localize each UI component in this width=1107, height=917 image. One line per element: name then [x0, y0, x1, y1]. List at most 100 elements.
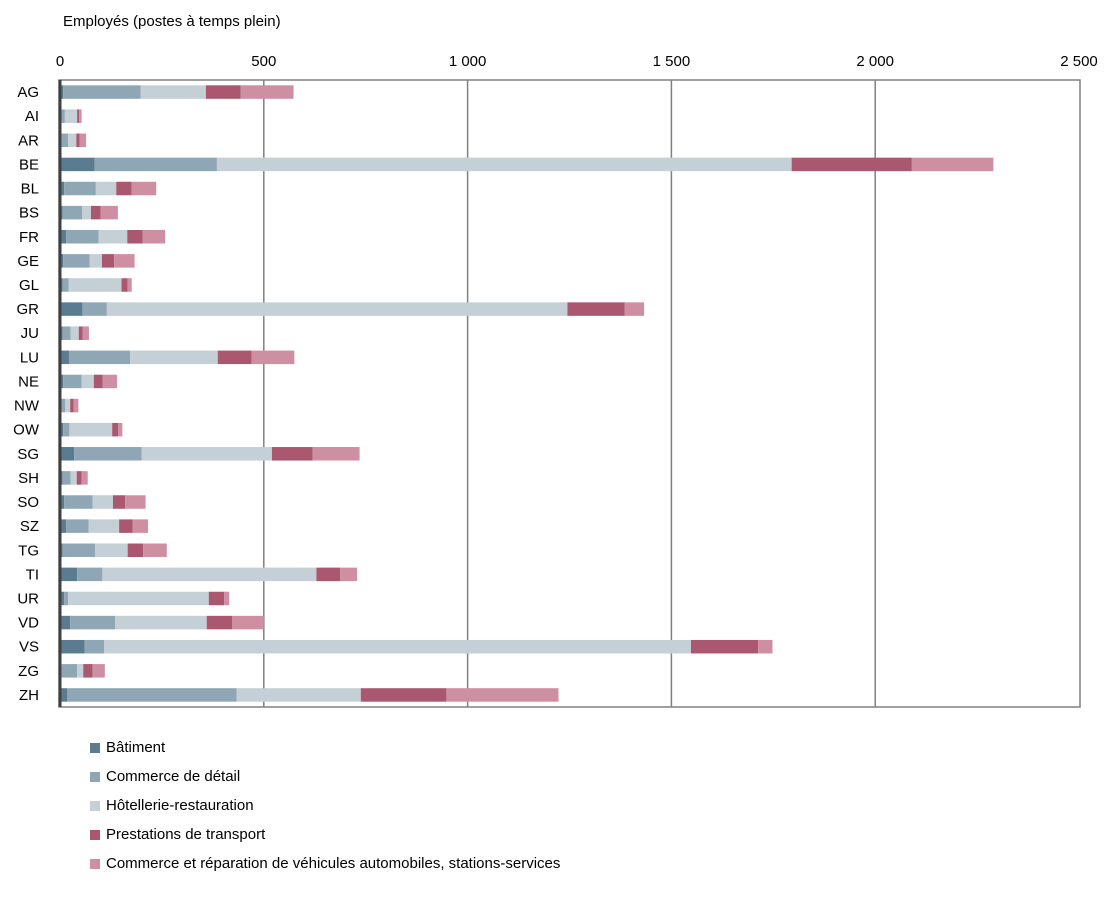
- bar-segment-be-series-3: [216, 157, 792, 172]
- legend-label: Bâtiment: [106, 739, 166, 756]
- category-label: BE: [19, 156, 39, 173]
- bar-segment-be-series-2: [94, 157, 217, 172]
- legend-swatch: [90, 772, 100, 782]
- bar-segment-gr-series-5: [624, 302, 645, 316]
- bar-segment-vd-series-2: [70, 615, 116, 630]
- bar-segment-bs-series-4: [90, 205, 101, 220]
- bar-segment-sh-series-4: [76, 471, 82, 485]
- category-label: OW: [13, 422, 40, 439]
- bar-segment-zh-series-5: [446, 688, 559, 702]
- bar-segment-sg-series-2: [74, 447, 142, 461]
- category-label: UR: [17, 590, 39, 607]
- bar-segment-ju-series-4: [78, 326, 83, 340]
- bar-segment-ow-series-3: [69, 422, 113, 437]
- category-label: FR: [19, 229, 39, 246]
- bar-segment-ge-series-2: [63, 254, 90, 268]
- legend-swatch: [90, 743, 100, 753]
- bar-segment-bl-series-3: [95, 181, 117, 196]
- bar-segment-nw-series-5: [73, 398, 79, 413]
- bars: [60, 85, 994, 702]
- bar-segment-ai-series-2: [61, 109, 65, 123]
- bar-segment-gr-series-2: [82, 302, 107, 316]
- bar-segment-ne-series-1: [60, 374, 64, 389]
- bar-segment-ow-series-5: [118, 422, 123, 437]
- bar-segment-fr-series-1: [60, 229, 67, 244]
- bar-segment-ne-series-5: [102, 374, 118, 389]
- bar-segment-tg-series-3: [95, 543, 128, 558]
- category-label: GE: [17, 253, 39, 270]
- bar-segment-fr-series-3: [98, 229, 128, 244]
- bar-segment-sg-series-5: [312, 447, 360, 461]
- bar-segment-ar-series-5: [79, 133, 87, 148]
- bar-segment-gr-series-1: [60, 302, 83, 316]
- bar-segment-ti-series-2: [77, 567, 103, 582]
- bar-segment-ju-series-2: [62, 326, 71, 340]
- bar-segment-sz-series-3: [88, 519, 120, 533]
- bar-segment-tg-series-5: [143, 543, 167, 558]
- x-tick-label: 2 000: [856, 53, 894, 70]
- bar-segment-lu-series-4: [217, 350, 252, 365]
- bar-segment-vd-series-1: [60, 615, 71, 630]
- bar-segment-gl-series-4: [121, 278, 128, 292]
- bar-segment-be-series-5: [911, 157, 994, 172]
- category-label: TG: [18, 542, 39, 559]
- bar-segment-sh-series-3: [70, 471, 77, 485]
- bar-segment-ai-series-3: [64, 109, 78, 123]
- x-tick-label: 0: [56, 53, 64, 70]
- bar-segment-bs-series-2: [62, 205, 83, 220]
- bar-segment-ur-series-3: [68, 591, 209, 606]
- bar-segment-zg-series-2: [61, 664, 78, 678]
- bar-segment-ag-series-1: [60, 85, 64, 99]
- category-label: LU: [20, 349, 39, 366]
- bar-segment-sg-series-4: [271, 447, 313, 461]
- bar-segment-ti-series-1: [60, 567, 78, 582]
- bar-segment-lu-series-1: [60, 350, 69, 365]
- bar-segment-ge-series-5: [114, 254, 135, 268]
- bar-segment-lu-series-5: [251, 350, 295, 365]
- bar-segment-ar-series-2: [61, 133, 69, 148]
- bar-segment-so-series-3: [92, 495, 113, 509]
- bar-segment-sh-series-5: [81, 471, 88, 485]
- bar-segment-ge-series-3: [89, 254, 102, 268]
- x-tick-label: 1 000: [449, 53, 487, 70]
- bar-segment-fr-series-2: [66, 229, 99, 244]
- bar-segment-zh-series-1: [60, 688, 68, 702]
- bar-segment-ar-series-4: [76, 133, 80, 148]
- bar-segment-ur-series-2: [64, 591, 69, 606]
- category-label: AG: [17, 84, 39, 101]
- bar-segment-ai-series-5: [79, 109, 82, 123]
- category-label: TI: [26, 566, 39, 583]
- bar-segment-vs-series-2: [84, 639, 105, 654]
- bar-segment-be-series-4: [791, 157, 912, 172]
- bar-segment-bl-series-5: [131, 181, 157, 196]
- bar-segment-gl-series-2: [62, 278, 69, 292]
- bar-segment-sh-series-2: [62, 471, 71, 485]
- category-label: AI: [25, 108, 39, 125]
- bar-segment-ne-series-3: [81, 374, 94, 389]
- bar-segment-ag-series-5: [240, 85, 294, 99]
- bar-segment-sg-series-3: [141, 447, 272, 461]
- bar-segment-so-series-5: [125, 495, 146, 509]
- category-label: GR: [17, 301, 40, 318]
- bar-segment-bs-series-5: [100, 205, 118, 220]
- bar-segment-ge-series-1: [60, 254, 64, 268]
- bar-segment-ow-series-1: [60, 422, 64, 437]
- bar-segment-nw-series-3: [65, 398, 71, 413]
- bar-segment-bl-series-4: [116, 181, 132, 196]
- category-label: NE: [18, 373, 39, 390]
- plot-frame: [58, 79, 1081, 708]
- category-label: VD: [18, 615, 39, 632]
- bar-segment-vs-series-3: [104, 639, 691, 654]
- bar-segment-sz-series-4: [119, 519, 133, 533]
- bar-segment-ur-series-4: [208, 591, 225, 606]
- bar-segment-ag-series-2: [63, 85, 141, 99]
- bar-segment-sz-series-2: [66, 519, 89, 533]
- bar-segment-zh-series-4: [360, 688, 447, 702]
- bar-segment-vd-series-3: [115, 615, 207, 630]
- category-label: ZG: [18, 663, 39, 680]
- bar-segment-zh-series-2: [67, 688, 237, 702]
- category-label: JU: [21, 325, 39, 342]
- x-tick-label: 500: [251, 53, 276, 70]
- bar-segment-ai-series-4: [77, 109, 80, 123]
